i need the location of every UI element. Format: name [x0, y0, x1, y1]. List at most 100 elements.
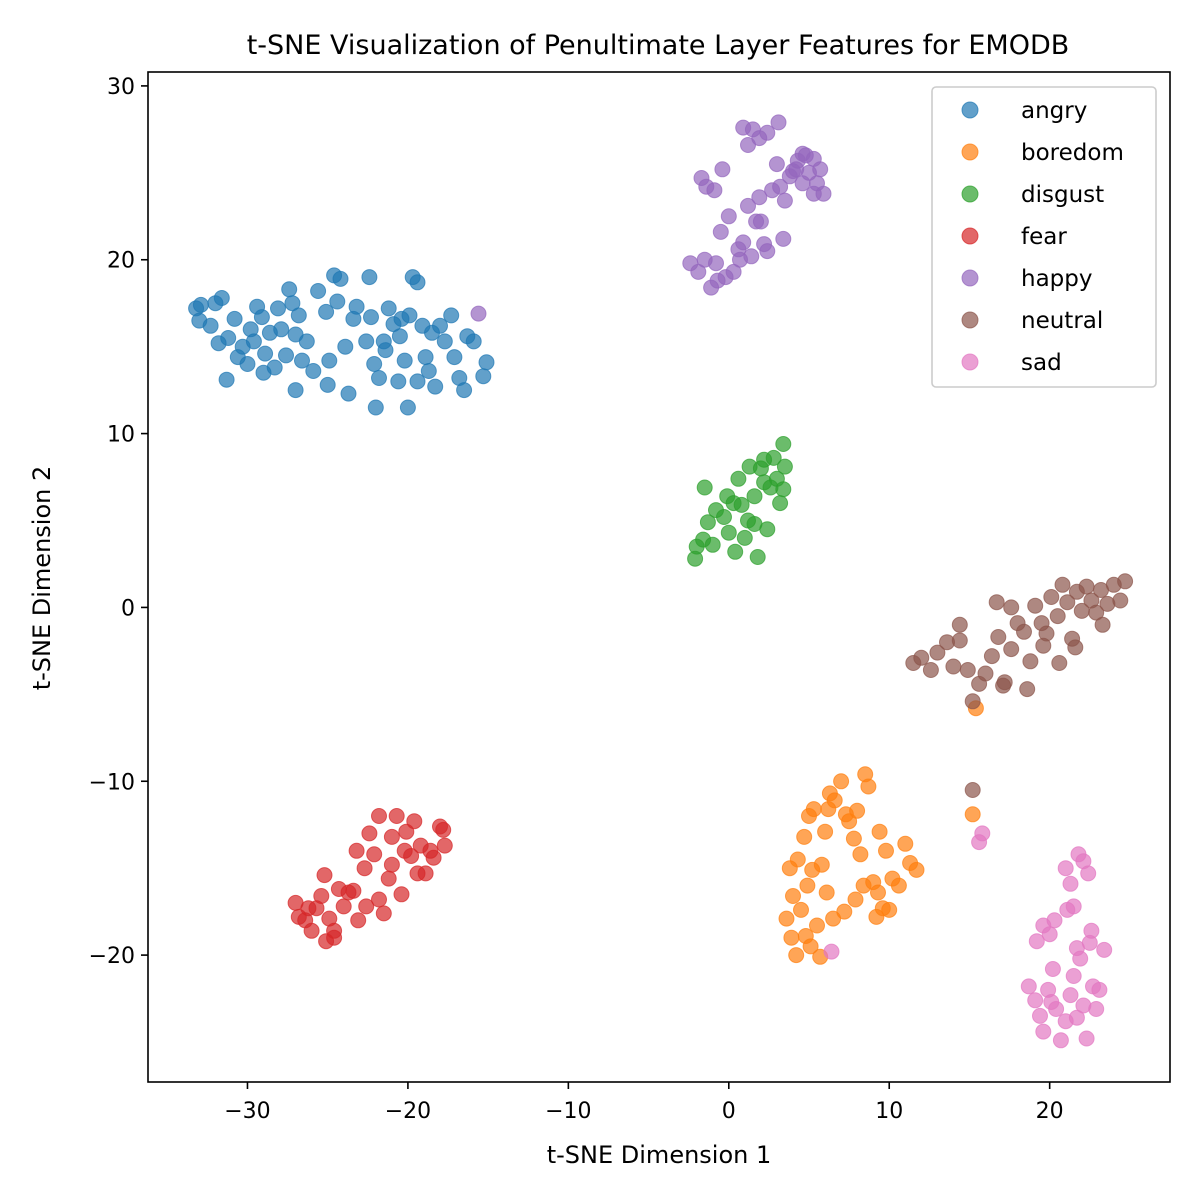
data-point-angry	[273, 321, 290, 338]
data-point-fear	[356, 860, 373, 877]
data-point-angry	[366, 356, 383, 372]
data-point-neutral	[922, 662, 939, 678]
data-point-neutral	[1003, 599, 1020, 616]
data-point-fear	[366, 846, 383, 863]
data-point-disgust	[775, 481, 792, 498]
data-point-angry	[213, 290, 230, 306]
data-point-angry	[478, 354, 495, 371]
y-tick-label: −20	[89, 944, 135, 969]
data-point-angry	[226, 310, 243, 327]
data-point-neutral	[913, 649, 930, 666]
data-point-boredom	[809, 917, 825, 934]
legend-label-neutral: neutral	[1021, 308, 1103, 334]
data-point-boredom	[852, 846, 869, 863]
data-point-disgust	[727, 543, 744, 560]
data-point-angry	[305, 363, 322, 379]
data-point-angry	[332, 270, 349, 287]
data-point-disgust	[733, 496, 750, 513]
data-point-disgust	[720, 524, 737, 541]
y-axis-label: t-SNE Dimension 2	[28, 466, 56, 691]
data-point-sad	[1096, 941, 1113, 958]
data-point-neutral	[1117, 573, 1134, 590]
legend-marker-happy	[961, 269, 979, 287]
data-point-sad	[1032, 1007, 1048, 1024]
chart-title: t-SNE Visualization of Penultimate Layer…	[247, 30, 1070, 61]
data-point-angry	[340, 385, 357, 402]
data-point-fear	[383, 828, 400, 845]
data-point-happy	[805, 150, 822, 167]
series-disgust	[687, 436, 793, 567]
data-point-fear	[375, 905, 392, 922]
legend-marker-disgust	[961, 185, 979, 203]
data-point-happy	[712, 223, 729, 240]
x-tick-label: 0	[722, 1099, 736, 1124]
data-point-sad	[1072, 950, 1089, 967]
legend-label-happy: happy	[1021, 266, 1092, 292]
y-tick-label: 30	[107, 75, 135, 100]
y-tick-label: −10	[89, 770, 135, 795]
data-point-sad	[974, 825, 991, 842]
data-point-neutral	[990, 629, 1007, 645]
data-point-angry	[329, 293, 346, 310]
data-point-boredom	[855, 877, 872, 894]
data-point-boredom	[781, 860, 798, 877]
data-point-boredom	[778, 910, 795, 927]
data-point-neutral	[1051, 655, 1068, 671]
data-point-fear	[361, 825, 378, 842]
data-point-disgust	[716, 509, 732, 525]
data-point-boredom	[793, 901, 809, 918]
x-tick-label: −20	[385, 1099, 431, 1124]
data-point-sad	[823, 943, 840, 960]
data-point-angry	[287, 382, 304, 399]
data-point-disgust	[699, 514, 716, 531]
data-point-happy	[735, 234, 752, 251]
data-point-sad	[1044, 961, 1061, 977]
data-point-fear	[435, 821, 452, 838]
data-point-sad	[1041, 926, 1058, 943]
data-point-fear	[371, 891, 387, 908]
data-point-sad	[1083, 922, 1100, 939]
data-point-neutral	[1019, 681, 1036, 698]
data-point-fear	[425, 849, 442, 866]
data-point-angry	[446, 349, 463, 366]
data-point-sad	[1091, 981, 1108, 998]
data-point-angry	[239, 356, 256, 372]
data-point-boredom	[878, 842, 894, 859]
data-point-boredom	[783, 929, 800, 946]
data-point-boredom	[796, 828, 813, 845]
data-point-angry	[399, 399, 416, 416]
plot-area-frame	[147, 71, 1171, 1083]
data-point-happy	[815, 185, 832, 202]
legend-box	[931, 86, 1157, 388]
x-tick-label: −30	[224, 1099, 270, 1124]
legend-marker-fear	[961, 227, 979, 245]
data-point-neutral	[1078, 578, 1095, 595]
data-point-sad	[1052, 1032, 1069, 1049]
data-point-disgust	[749, 549, 766, 565]
data-point-neutral	[951, 616, 968, 633]
data-point-angry	[417, 349, 434, 366]
data-point-angry	[290, 307, 307, 324]
data-point-boredom	[847, 891, 864, 908]
data-point-angry	[281, 281, 298, 298]
legend-label-boredom: boredom	[1021, 140, 1124, 166]
data-point-sad	[1068, 1009, 1085, 1026]
data-point-angry	[361, 269, 378, 286]
data-point-angry	[270, 300, 286, 317]
data-point-happy	[740, 197, 756, 214]
data-point-sad	[1057, 860, 1074, 877]
data-point-neutral	[964, 782, 981, 798]
data-point-fear	[348, 842, 365, 859]
data-point-neutral	[1016, 623, 1032, 640]
data-point-fear	[417, 865, 434, 882]
data-point-angry	[253, 309, 270, 326]
data-point-neutral	[1035, 637, 1052, 654]
data-point-neutral	[1112, 592, 1129, 609]
data-point-neutral	[983, 648, 1000, 665]
data-point-happy	[770, 114, 787, 131]
data-point-boredom	[860, 778, 877, 795]
data-point-boredom	[870, 884, 886, 901]
data-point-neutral	[1027, 597, 1044, 614]
data-point-sad	[1027, 992, 1044, 1009]
data-point-boredom	[802, 938, 819, 955]
